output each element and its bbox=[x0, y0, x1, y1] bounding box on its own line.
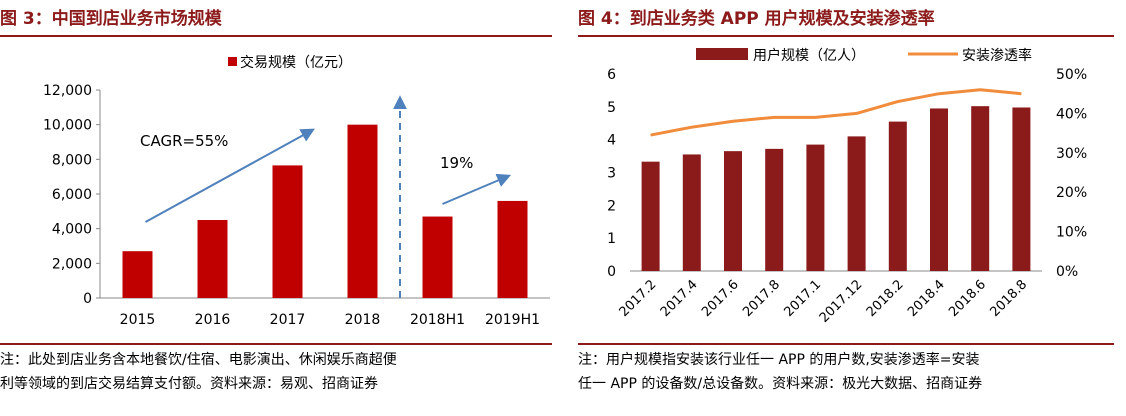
right-y-tick-label: 50% bbox=[1056, 67, 1087, 83]
x-tick-label: 2017.6 bbox=[699, 277, 742, 320]
page-footer-cut-text bbox=[280, 404, 1126, 416]
y-tick-label: 10,000 bbox=[43, 118, 92, 134]
x-tick-label: 2017.2 bbox=[617, 277, 660, 320]
left-y-tick-label: 6 bbox=[607, 67, 616, 83]
x-tick-label: 2018.6 bbox=[946, 277, 989, 320]
legend-bar-label: 用户规模（亿人） bbox=[753, 47, 865, 64]
penetration-rate-line bbox=[650, 88, 1022, 137]
y-tick-label: 12,000 bbox=[43, 83, 92, 99]
figure-4-title: 图 4：到店业务类 APP 用户规模及安装渗透率 bbox=[578, 9, 935, 29]
x-tick-label: 2018.2 bbox=[864, 277, 907, 320]
y-tick-label: 0 bbox=[83, 291, 92, 307]
growth-19-annotation: 19% bbox=[440, 154, 473, 172]
bar-2015 bbox=[122, 251, 153, 298]
growth-19-arrow bbox=[442, 173, 512, 205]
legend-swatch bbox=[228, 57, 237, 66]
left-y-tick-label: 4 bbox=[607, 133, 616, 149]
bar-2017.1 bbox=[806, 144, 825, 271]
cagr-annotation: CAGR=55% bbox=[140, 132, 228, 150]
bar-2017.4 bbox=[682, 154, 701, 271]
x-tick-label: 2018.4 bbox=[905, 277, 948, 320]
bar-2017.8 bbox=[765, 148, 784, 271]
figure-4-top-rule bbox=[578, 35, 1114, 37]
x-tick-label: 2016 bbox=[195, 312, 231, 328]
left-y-tick-label: 1 bbox=[607, 231, 616, 247]
y-tick-label: 8,000 bbox=[52, 152, 92, 168]
left-y-tick-label: 0 bbox=[607, 264, 616, 280]
figure-3-note-line-2: 利等领域的到店交易结算支付额。资料来源：易观、招商证券 bbox=[0, 376, 378, 392]
bar-2018 bbox=[347, 124, 378, 299]
bar-2017.6 bbox=[724, 151, 742, 271]
x-tick-label: 2017.8 bbox=[740, 277, 783, 320]
figure-4-note-line-2: 任一 APP 的设备数/总设备数。资料来源：极光大数据、招商证券 bbox=[578, 376, 983, 392]
cagr-arrow bbox=[145, 128, 315, 223]
x-tick-label: 2018.8 bbox=[987, 277, 1030, 320]
bar-2018.6 bbox=[971, 106, 990, 271]
figure-3-bottom-rule bbox=[0, 343, 552, 345]
x-tick-label: 2018 bbox=[345, 312, 381, 328]
bar-2017 bbox=[272, 165, 303, 298]
x-tick-label: 2017.12 bbox=[817, 277, 866, 326]
right-y-tick-label: 30% bbox=[1056, 146, 1087, 162]
figure-4-chart: 01234560%10%20%30%40%50%2017.22017.42017… bbox=[607, 47, 1087, 326]
figure-3-top-rule bbox=[0, 35, 552, 37]
legend-label: 交易规模（亿元） bbox=[240, 54, 352, 71]
left-y-tick-label: 5 bbox=[607, 100, 616, 116]
left-y-tick-label: 2 bbox=[607, 198, 616, 214]
legend-bar-swatch bbox=[696, 48, 748, 60]
figure-3-chart: 0 2,000 4,000 6,000 8,000 10,000 12,000 2015 201… bbox=[43, 54, 550, 328]
y-tick-label: 6,000 bbox=[52, 187, 92, 203]
x-tick-label: 2018H1 bbox=[410, 312, 465, 328]
x-tick-label: 2019H1 bbox=[485, 312, 540, 328]
figure-3-note: 注：此处到店业务含本地餐饮/住宿、电影演出、休闲娱乐商超便 利等领域的到店交易结… bbox=[0, 348, 560, 396]
right-y-tick-label: 10% bbox=[1056, 225, 1087, 241]
x-tick-label: 2015 bbox=[120, 312, 156, 328]
figure-3-title: 图 3：中国到店业务市场规模 bbox=[0, 9, 222, 29]
figure-3-note-line-1: 注：此处到店业务含本地餐饮/住宿、电影演出、休闲娱乐商超便 bbox=[0, 352, 397, 368]
bar-2016 bbox=[197, 220, 228, 298]
left-y-tick-label: 3 bbox=[607, 166, 616, 182]
bar-2019H1 bbox=[497, 200, 528, 298]
y-tick-label: 2,000 bbox=[52, 256, 92, 272]
legend-line-label: 安装渗透率 bbox=[962, 47, 1032, 64]
right-y-tick-label: 0% bbox=[1056, 264, 1078, 280]
x-tick-label: 2017 bbox=[270, 312, 306, 328]
right-y-tick-label: 40% bbox=[1056, 106, 1087, 122]
bar-2017.2 bbox=[641, 161, 660, 271]
figure-4-note: 注：用户规模指安装该行业任一 APP 的用户数,安装渗透率=安装 任一 APP … bbox=[578, 348, 1126, 396]
figure-4-bottom-rule bbox=[578, 343, 1114, 345]
bar-2018.4 bbox=[930, 108, 948, 271]
bar-2018.8 bbox=[1012, 107, 1031, 272]
y-tick-label: 4,000 bbox=[52, 222, 92, 238]
figure-4-note-line-1: 注：用户规模指安装该行业任一 APP 的用户数,安装渗透率=安装 bbox=[578, 352, 980, 368]
bar-2018H1 bbox=[422, 216, 453, 298]
bar-2018.2 bbox=[888, 121, 907, 271]
right-y-tick-label: 20% bbox=[1056, 185, 1087, 201]
bar-2017.12 bbox=[847, 136, 866, 271]
x-tick-label: 2017.4 bbox=[658, 277, 701, 320]
